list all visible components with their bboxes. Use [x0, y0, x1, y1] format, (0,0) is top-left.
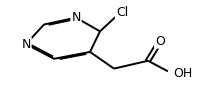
Text: OH: OH [173, 67, 192, 80]
Text: Cl: Cl [116, 6, 128, 19]
Text: N: N [71, 11, 81, 24]
Text: O: O [155, 35, 165, 48]
Text: N: N [21, 38, 31, 51]
